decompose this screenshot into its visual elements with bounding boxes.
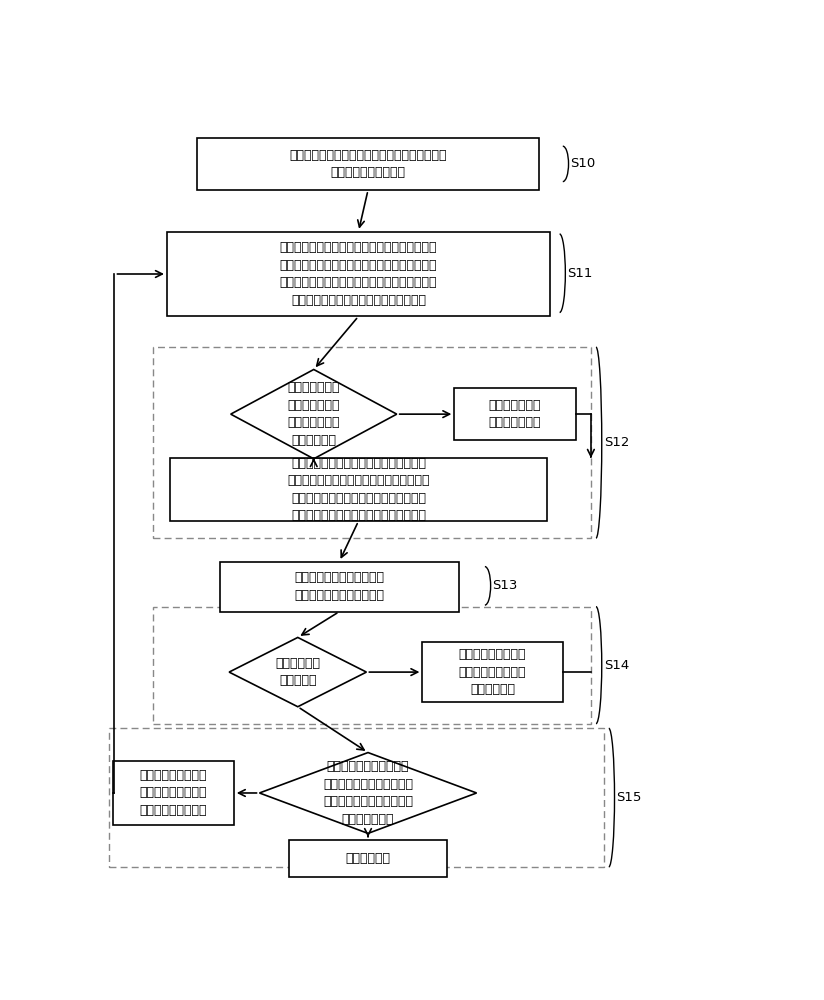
Text: 检查各所述子模
块更新后的版图
是否因发生重叠
而无法连线？: 检查各所述子模 块更新后的版图 是否因发生重叠 而无法连线？ [288, 381, 340, 447]
Text: S12: S12 [604, 436, 629, 449]
Text: S11: S11 [567, 267, 592, 280]
Text: 利用自动连线版
图工具进行连线: 利用自动连线版 图工具进行连线 [489, 399, 541, 429]
Text: 利用二分法得到下一
循环的缩放参数作为
所述指定的缩放比例: 利用二分法得到下一 循环的缩放参数作为 所述指定的缩放比例 [139, 769, 207, 817]
FancyBboxPatch shape [170, 458, 547, 521]
FancyBboxPatch shape [289, 840, 447, 877]
Text: 对不满足签核条件的
所述子模块执行模块
版图优化程序: 对不满足签核条件的 所述子模块执行模块 版图优化程序 [459, 648, 527, 696]
Polygon shape [231, 369, 397, 459]
FancyBboxPatch shape [454, 388, 575, 440]
Text: S14: S14 [604, 659, 629, 672]
Text: S10: S10 [570, 157, 596, 170]
Polygon shape [260, 753, 476, 833]
FancyBboxPatch shape [166, 232, 550, 316]
Text: 依据指定的缩放比例，以及各个所述子模块的参
数值，判断各个所述子模块的缩放比例，以及，
根据各所述子模块的缩放比例及各个所述子模块
的当前版图，缩放相应所述子模: 依据指定的缩放比例，以及各个所述子模块的参 数值，判断各个所述子模块的缩放比例，… [279, 241, 438, 307]
Text: S15: S15 [616, 791, 642, 804]
FancyBboxPatch shape [422, 642, 563, 702]
FancyBboxPatch shape [113, 761, 234, 825]
Text: 结束版图缩放: 结束版图缩放 [345, 852, 391, 865]
Text: S13: S13 [493, 579, 518, 592]
Text: 将所述电路切割成若干子模块，以及设置各所述
子模块的签核验证条件: 将所述电路切割成若干子模块，以及设置各所述 子模块的签核验证条件 [289, 149, 447, 179]
Text: 判断签核验证
是否通过？: 判断签核验证 是否通过？ [275, 657, 321, 687]
Text: 判断签核验证通过的缩放
比例与没有签核验证通过的
缩放比例的差值是否等于或
小于阈设精度？: 判断签核验证通过的缩放 比例与没有签核验证通过的 缩放比例的差值是否等于或 小于… [323, 760, 413, 826]
FancyBboxPatch shape [197, 138, 539, 190]
FancyBboxPatch shape [219, 562, 459, 612]
Text: 抽取连线得到的版图的寄生
参数，做后仿真的签核验证: 抽取连线得到的版图的寄生 参数，做后仿真的签核验证 [294, 571, 384, 602]
Text: 对发生重叠的但还能进行缩放的所述子模
块执行模块版图优化程序，若发生重叠的所
述子模块在执行模块版图优化程序后不再
重叠，则利用自动连线版图工具进行连线: 对发生重叠的但还能进行缩放的所述子模 块执行模块版图优化程序，若发生重叠的所 述… [288, 457, 429, 522]
Polygon shape [229, 637, 367, 707]
